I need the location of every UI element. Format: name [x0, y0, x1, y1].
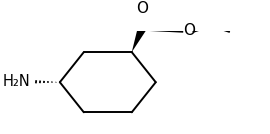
Text: O: O: [136, 1, 148, 16]
Text: H₂N: H₂N: [3, 74, 31, 89]
Polygon shape: [132, 29, 146, 52]
Text: O: O: [184, 23, 195, 38]
